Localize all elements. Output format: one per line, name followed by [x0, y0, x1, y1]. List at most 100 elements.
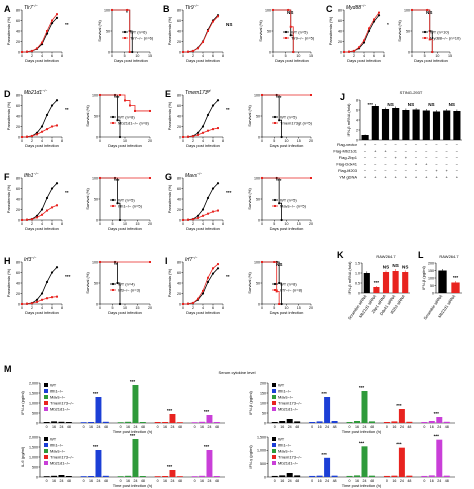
legend-swatch	[44, 407, 48, 411]
x-tick-label: 4	[41, 306, 43, 310]
y-tick-label: 100	[260, 401, 266, 405]
matrix-mark: −	[364, 155, 367, 160]
matrix-mark: −	[405, 142, 408, 147]
x-tick-label: 5	[285, 54, 287, 58]
bar	[432, 111, 441, 140]
bar	[169, 414, 176, 423]
cytokine-chart: 0 500 1,000 1,500 2,000 IFN-α (pg/ml) Time pos…	[20, 379, 225, 434]
genotype-title: Mb21d1−/−	[24, 89, 47, 96]
x-tick-label: 2	[31, 306, 33, 310]
y-axis-label: Parasitemia (%)	[6, 184, 11, 213]
matrix-mark: −	[425, 168, 428, 173]
y-tick-label: 50	[94, 114, 98, 118]
x-tick-label: 0	[99, 222, 101, 226]
x-tick-label: 48	[445, 479, 449, 483]
x-tick-label: 8	[222, 139, 224, 143]
y-tick-label: 50	[430, 284, 434, 288]
x-tick-label: 24	[133, 425, 137, 429]
matrix-mark: −	[415, 155, 418, 160]
y-tick-label: 0	[18, 135, 20, 139]
legend-marker	[112, 289, 114, 291]
legend-swatch	[272, 437, 276, 441]
legend-label: Mb21d1−/− (n=8)	[118, 120, 149, 125]
bar	[331, 475, 338, 477]
significance-label: ***	[114, 178, 120, 183]
x-tick-label: 16	[280, 425, 284, 429]
y-tick-label: 80	[177, 176, 181, 180]
matrix-mark: +	[405, 175, 408, 180]
series-line	[412, 9, 433, 52]
series-line	[262, 94, 282, 137]
matrix-mark: −	[374, 168, 377, 173]
x-tick-label: 4	[41, 139, 43, 143]
bar	[139, 476, 146, 477]
legend-marker	[111, 198, 115, 202]
data-point	[134, 109, 136, 112]
bar	[154, 422, 161, 423]
significance-label: ***	[276, 178, 282, 183]
data-point	[378, 11, 380, 14]
y-tick-label: 0	[179, 302, 181, 306]
y-tick-label: 20	[16, 40, 20, 44]
data-point	[187, 218, 189, 221]
panel-label: B	[163, 4, 170, 14]
legend-swatch	[44, 461, 48, 465]
x-tick-label: 20	[148, 139, 152, 143]
y-tick-label: 50	[267, 29, 271, 33]
y-tick-label: 0	[18, 302, 20, 306]
panel-label: G	[165, 172, 172, 182]
x-tick-label: 16	[163, 479, 167, 483]
y-tick-label: 40	[16, 197, 20, 201]
bar	[443, 421, 450, 423]
data-point	[56, 13, 58, 16]
y-tick-label: 0	[358, 291, 360, 295]
x-tick-label: 10	[123, 222, 127, 226]
data-point	[26, 218, 28, 221]
bar	[51, 475, 58, 477]
x-tick-label: 15	[297, 139, 301, 143]
data-point	[51, 206, 53, 209]
data-point	[272, 9, 274, 11]
bar	[421, 422, 428, 423]
data-point	[21, 219, 23, 221]
legend-label: WT (n=4)	[118, 281, 135, 286]
matrix-mark: −	[425, 155, 428, 160]
x-tick-label: 15	[148, 54, 152, 58]
parasitemia-chart: 0 20 40 60 80 0 2 4 6 8 Parasitemia (%) Days post i…	[328, 8, 389, 63]
data-point	[26, 50, 28, 53]
bar	[392, 108, 400, 140]
matrix-mark: −	[435, 142, 438, 147]
matrix-mark: −	[364, 162, 367, 167]
significance-label: NS	[449, 102, 455, 107]
x-tick-label: 24	[207, 479, 211, 483]
x-tick-label: 15	[297, 222, 301, 226]
y-tick-label: 100	[104, 8, 110, 12]
parasitemia-chart: 0 20 40 60 80 0 2 4 6 8 Parasitemia (%) Days post i…	[167, 93, 230, 148]
x-axis-label: Time post infection (h)	[342, 429, 382, 434]
bar	[443, 110, 451, 140]
x-tick-label: 8	[61, 306, 63, 310]
x-tick-label: 16	[163, 425, 167, 429]
legend-label: Ifih1−/− (n=5)	[118, 203, 143, 208]
x-tick-label: 6	[212, 54, 214, 58]
x-tick-label: 16	[200, 425, 204, 429]
bar	[95, 450, 102, 477]
panel-label: C	[326, 4, 333, 14]
data-point	[41, 41, 43, 44]
bar	[316, 421, 323, 423]
x-tick-label: 6	[212, 222, 214, 226]
x-tick-label: 8	[61, 139, 63, 143]
bar	[381, 109, 390, 140]
bar	[58, 475, 65, 477]
y-tick-label: 100	[254, 93, 260, 97]
y-axis-label: Survival (%)	[85, 188, 90, 210]
bar	[80, 422, 87, 423]
data-point	[197, 133, 199, 136]
x-tick-label: 16	[126, 479, 130, 483]
y-tick-label: 60	[177, 271, 181, 275]
data-point	[116, 202, 119, 205]
bar	[65, 422, 72, 423]
significance-label: ***	[130, 379, 136, 384]
legend-label: WT (n=8)	[280, 281, 297, 286]
x-tick-label: 0	[182, 139, 184, 143]
